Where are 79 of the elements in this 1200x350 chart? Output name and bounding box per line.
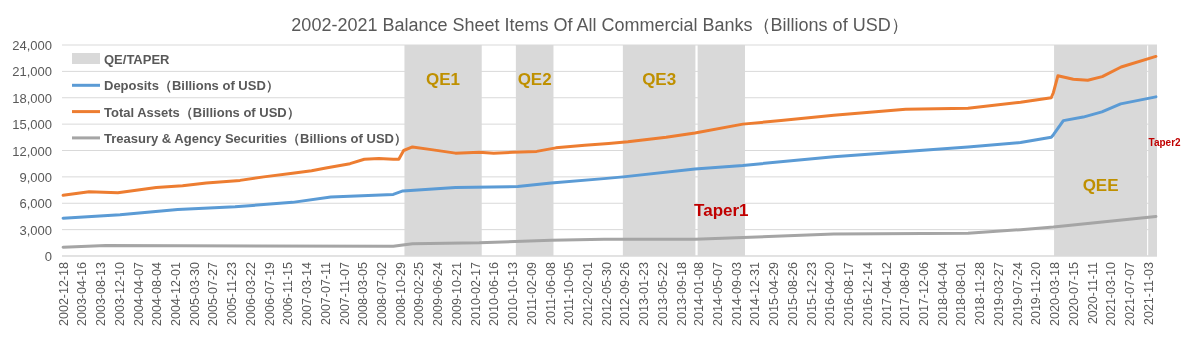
x-tick-label: 2016-12-14 bbox=[860, 261, 875, 326]
x-tick-label: 2013-05-22 bbox=[655, 261, 670, 326]
legend-label: Deposits（Billions of USD） bbox=[104, 78, 279, 94]
x-tick-label: 2009-02-25 bbox=[412, 261, 427, 326]
x-tick-label: 2015-12-23 bbox=[804, 261, 819, 326]
x-tick-label: 2005-03-30 bbox=[187, 261, 202, 326]
x-tick-label: 2011-10-05 bbox=[562, 261, 577, 326]
x-tick-label: 2008-03-05 bbox=[356, 261, 371, 326]
x-tick-label: 2016-04-20 bbox=[823, 261, 838, 326]
x-tick-label: 2011-02-09 bbox=[524, 261, 539, 326]
x-tick-label: 2004-08-04 bbox=[150, 261, 165, 326]
x-tick-label: 2017-08-09 bbox=[898, 261, 913, 326]
x-tick-label: 2020-07-15 bbox=[1066, 261, 1081, 326]
x-tick-label: 2016-08-17 bbox=[842, 261, 857, 326]
x-tick-label: 2018-08-01 bbox=[954, 261, 969, 326]
x-tick-label: 2021-07-07 bbox=[1122, 261, 1137, 326]
x-tick-label: 2013-09-18 bbox=[674, 261, 689, 326]
band-label: QE3 bbox=[642, 70, 677, 90]
x-tick-label: 2014-12-31 bbox=[748, 261, 763, 326]
x-tick-label: 2009-06-24 bbox=[431, 261, 446, 326]
x-tick-label: 2014-01-08 bbox=[692, 261, 707, 326]
x-tick-label: 2019-03-27 bbox=[991, 261, 1006, 326]
x-tick-label: 2012-05-30 bbox=[599, 261, 614, 326]
x-tick-label: 2021-11-03 bbox=[1141, 261, 1156, 326]
x-tick-label: 2017-04-12 bbox=[879, 261, 894, 326]
x-tick-label: 2004-12-01 bbox=[168, 261, 183, 326]
x-tick-label: 2017-12-06 bbox=[916, 261, 931, 326]
x-tick-label: 2021-03-10 bbox=[1104, 261, 1119, 326]
x-tick-label: 2018-11-28 bbox=[973, 261, 988, 326]
x-tick-label: 2018-04-04 bbox=[935, 261, 950, 326]
x-tick-label: 2003-04-16 bbox=[75, 261, 90, 326]
legend-label: Total Assets（Billions of USD） bbox=[104, 104, 300, 120]
y-tick-label: 15,000 bbox=[12, 117, 52, 133]
annotation: QE/TAPER bbox=[104, 52, 171, 67]
x-tick-label: 2008-10-29 bbox=[393, 261, 408, 326]
x-tick-label: 2003-12-10 bbox=[112, 261, 127, 326]
x-tick-label: 2003-08-13 bbox=[94, 261, 109, 326]
y-tick-label: 12,000 bbox=[12, 143, 52, 159]
x-tick-label: 2008-07-02 bbox=[374, 261, 389, 326]
x-tick-label: 2010-10-13 bbox=[506, 261, 521, 326]
x-tick-label: 2002-12-18 bbox=[56, 261, 71, 326]
band-label: Taper2 bbox=[1148, 137, 1182, 149]
band-label: QE2 bbox=[517, 70, 552, 90]
x-tick-label: 2007-11-07 bbox=[337, 261, 352, 326]
y-tick-label: 3,000 bbox=[19, 222, 52, 238]
x-tick-label: 2014-05-07 bbox=[710, 261, 725, 326]
x-tick-label: 2020-03-18 bbox=[1048, 261, 1063, 326]
x-tick-label: 2007-07-11 bbox=[318, 261, 333, 326]
x-tick-label: 2009-10-21 bbox=[449, 261, 464, 326]
chart-title: 2002-2021 Balance Sheet Items Of All Commercial Banks（Billions of USD） bbox=[291, 15, 909, 35]
x-tick-label: 2006-03-22 bbox=[243, 261, 258, 326]
x-tick-label: 2015-08-26 bbox=[785, 261, 800, 326]
x-tick-label: 2012-09-26 bbox=[618, 261, 633, 326]
band-label: QEE bbox=[1082, 175, 1119, 195]
x-tick-label: 2005-07-27 bbox=[206, 261, 221, 326]
x-tick-label: 2012-02-01 bbox=[580, 261, 595, 326]
x-tick-label: 2019-11-20 bbox=[1029, 261, 1044, 326]
y-tick-label: 6,000 bbox=[19, 196, 52, 212]
y-tick-label: 18,000 bbox=[12, 90, 52, 106]
y-tick-label: 0 bbox=[44, 249, 52, 264]
x-tick-label: 2020-11-11 bbox=[1085, 261, 1100, 325]
x-tick-label: 2011-06-08 bbox=[543, 261, 558, 326]
x-tick-label: 2006-11-15 bbox=[281, 261, 296, 326]
x-tick-label: 2004-04-07 bbox=[131, 261, 146, 326]
x-tick-label: 2006-07-19 bbox=[262, 261, 277, 326]
x-tick-label: 2015-04-29 bbox=[767, 261, 782, 326]
y-tick-label: 21,000 bbox=[12, 64, 52, 80]
x-tick-label: 2005-11-23 bbox=[225, 261, 240, 326]
x-tick-label: 2007-03-14 bbox=[300, 261, 315, 326]
band-label: QE1 bbox=[426, 70, 461, 90]
x-tick-label: 2014-09-03 bbox=[729, 261, 744, 326]
legend-label: Treasury & Agency Securities（Billions of USD） bbox=[104, 130, 407, 146]
x-tick-label: 2013-01-23 bbox=[637, 261, 652, 326]
band-label: Taper1 bbox=[694, 200, 749, 220]
x-tick-label: 2019-07-24 bbox=[1010, 261, 1025, 326]
y-tick-label: 9,000 bbox=[19, 169, 52, 185]
x-tick-label: 2010-06-16 bbox=[487, 261, 502, 326]
x-tick-label: 2010-02-17 bbox=[468, 261, 483, 326]
y-tick-label: 24,000 bbox=[12, 38, 52, 53]
